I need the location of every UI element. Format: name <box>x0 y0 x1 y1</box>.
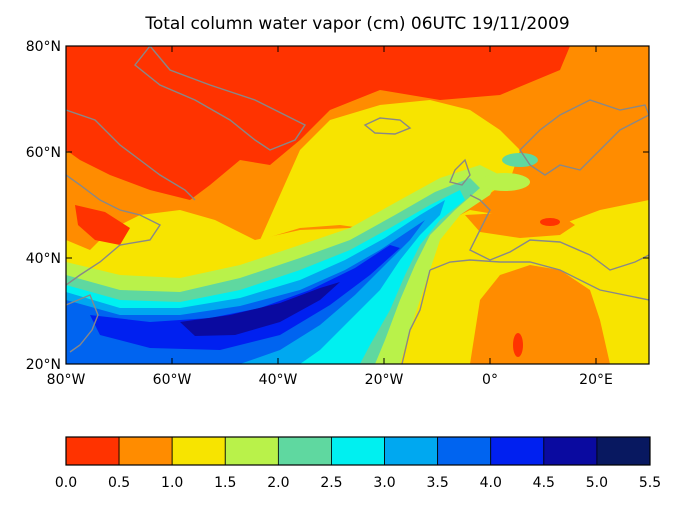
map-title: Total column water vapor (cm) 06UTC 19/1… <box>145 14 570 34</box>
coast-europe-west <box>469 194 649 271</box>
field-band-navy <box>180 282 340 336</box>
colorbar-swatch <box>171 436 226 466</box>
colorbar-tick-label: 5.5 <box>639 475 661 491</box>
y-axis: 80°N 60°N 40°N 20°N <box>26 39 649 373</box>
colorbar-swatch <box>65 436 120 466</box>
y-tick-label: 40°N <box>26 251 61 267</box>
x-tick-label: 60°W <box>153 372 192 388</box>
coast-canada-north <box>66 109 196 201</box>
coast-iceland <box>363 117 412 135</box>
colorbar-swatch <box>224 436 279 466</box>
colorbar-swatch <box>437 436 492 466</box>
field-patch-red-africa <box>513 333 523 357</box>
colorbar-frame <box>65 436 651 466</box>
x-tick-label: 20°E <box>579 372 613 388</box>
colorbar-tick-label: 3.0 <box>373 475 395 491</box>
colorbar-tick-label: 4.5 <box>533 475 555 491</box>
coast-us-east <box>66 294 99 353</box>
field-patch-green-europe <box>480 173 530 191</box>
colorbar-tick-label: 1.5 <box>214 475 236 491</box>
y-tick-label: 80°N <box>26 39 61 55</box>
coast-scandinavia <box>519 99 649 176</box>
x-tick-label: 80°W <box>47 372 86 388</box>
field-band-orange-africa <box>470 265 610 364</box>
colorbar-swatch <box>277 436 332 466</box>
colorbar-swatch <box>331 436 385 466</box>
colorbar-tick-label: 0.5 <box>108 475 130 491</box>
x-axis: 80°W 60°W 40°W 20°W 0° 20°E <box>47 46 613 388</box>
colorbar-tick-label: 3.5 <box>427 475 449 491</box>
colorbar-tick-label: 5.0 <box>586 475 608 491</box>
colorbar-tick-label: 0.0 <box>55 475 77 491</box>
colorbar-swatch <box>490 436 545 466</box>
colorbar-swatch <box>384 436 439 466</box>
x-tick-label: 20°W <box>365 372 404 388</box>
field-patch-teal-europe <box>502 153 538 167</box>
plot-frame <box>65 45 650 365</box>
colorbar-tick-label: 4.0 <box>480 475 502 491</box>
colorbar: 0.0 0.5 1.0 1.5 2.0 2.5 3.0 3.5 4.0 4.5 5.0 5.5 <box>55 436 661 491</box>
colorbar-swatch <box>596 436 651 466</box>
coastlines <box>66 46 649 364</box>
y-tick-label: 60°N <box>26 145 61 161</box>
coast-africa-west <box>401 269 431 364</box>
field-patch-red-labrador <box>75 205 130 245</box>
x-tick-label: 0° <box>482 372 498 388</box>
water-vapor-field <box>66 46 649 364</box>
coast-north-africa <box>429 259 649 301</box>
colorbar-tick-label: 2.5 <box>320 475 342 491</box>
colorbar-tick-label: 2.0 <box>267 475 289 491</box>
field-patch-red-med <box>540 218 560 226</box>
coast-greenland <box>134 46 307 151</box>
colorbar-tick-label: 1.0 <box>161 475 183 491</box>
colorbar-swatch <box>118 436 173 466</box>
x-tick-label: 40°W <box>259 372 298 388</box>
coast-british-isles <box>449 158 471 186</box>
y-tick-label: 20°N <box>26 357 61 373</box>
coast-canada-east <box>66 174 162 286</box>
colorbar-swatch <box>543 436 598 466</box>
field-band-deepblue <box>90 245 400 350</box>
field-band-red <box>66 46 570 200</box>
